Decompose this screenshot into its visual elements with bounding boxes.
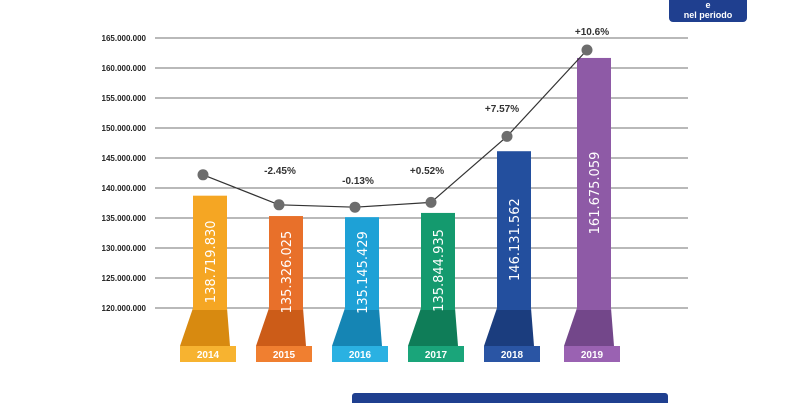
y-tick-label: 155.000.000 [102, 94, 147, 103]
bar-base [408, 346, 464, 362]
bar-value-label: 135.145.429 [356, 231, 371, 314]
bar [577, 57, 611, 310]
y-tick-label: 130.000.000 [102, 244, 147, 253]
bar-bases [180, 308, 620, 362]
bar-base [180, 346, 236, 362]
y-tick-label: 135.000.000 [102, 214, 147, 223]
value-labels: 138.719.830 135.326.025 135.145.429 135.844… [204, 152, 603, 314]
bar [497, 151, 531, 310]
change-labels: -2.45% -0.13% +0.52% +7.57% +10.6% [264, 27, 609, 187]
period-badge: e nel periodo [669, 0, 747, 22]
y-tick-label: 125.000.000 [102, 274, 147, 283]
bar [193, 195, 227, 310]
trend-point [501, 130, 513, 142]
y-tick-label: 165.000.000 [102, 34, 147, 43]
footer-bar [352, 393, 668, 403]
bars [193, 57, 611, 310]
badge-line-1: e [705, 0, 711, 10]
bar-value-label: 146.131.562 [508, 198, 523, 281]
trend-point [425, 196, 437, 208]
change-label: -0.13% [342, 176, 374, 187]
y-tick-label: 145.000.000 [102, 154, 147, 163]
trend-point [197, 169, 209, 181]
y-tick-label: 160.000.000 [102, 64, 147, 73]
bar-value-label: 161.675.059 [588, 152, 603, 235]
bar-base [564, 346, 620, 362]
bar-value-label: 135.844.935 [432, 229, 447, 312]
change-label: -2.45% [264, 166, 296, 177]
trend-polyline [202, 49, 588, 208]
bar-base-connector [332, 308, 382, 346]
year-label: 2019 [581, 350, 604, 361]
bar-base-connector [256, 308, 306, 346]
year-label: 2018 [501, 350, 524, 361]
y-tick-label: 150.000.000 [102, 124, 147, 133]
badge-line-2: nel periodo [683, 10, 733, 20]
bar-value-label: 138.719.830 [204, 220, 219, 303]
change-label: +10.6% [575, 27, 609, 38]
bar [421, 212, 455, 310]
y-axis-ticks: 120.000.000 125.000.000 130.000.000 135.000… [102, 34, 147, 313]
year-label: 2015 [273, 350, 296, 361]
bar-base-connector [180, 308, 230, 346]
trend-point [349, 201, 361, 213]
bar [269, 216, 303, 310]
bar-base [484, 346, 540, 362]
trend-line [197, 44, 593, 213]
year-labels: 2014 2015 2016 2017 2018 2019 [197, 350, 604, 361]
year-label: 2017 [425, 350, 448, 361]
bar-base-connector [564, 308, 614, 346]
bar-base-connector [484, 308, 534, 346]
trend-point [581, 44, 593, 56]
year-label: 2014 [197, 350, 220, 361]
gridlines [155, 37, 688, 309]
change-label: +0.52% [410, 166, 444, 177]
y-tick-label: 120.000.000 [102, 304, 147, 313]
bar-base [256, 346, 312, 362]
bar [345, 217, 379, 310]
y-tick-label: 140.000.000 [102, 184, 147, 193]
trend-point [273, 199, 285, 211]
bar-value-label: 135.326.025 [280, 231, 295, 314]
bar-base-connector [408, 308, 458, 346]
year-label: 2016 [349, 350, 372, 361]
change-label: +7.57% [485, 104, 519, 115]
bar-base [332, 346, 388, 362]
